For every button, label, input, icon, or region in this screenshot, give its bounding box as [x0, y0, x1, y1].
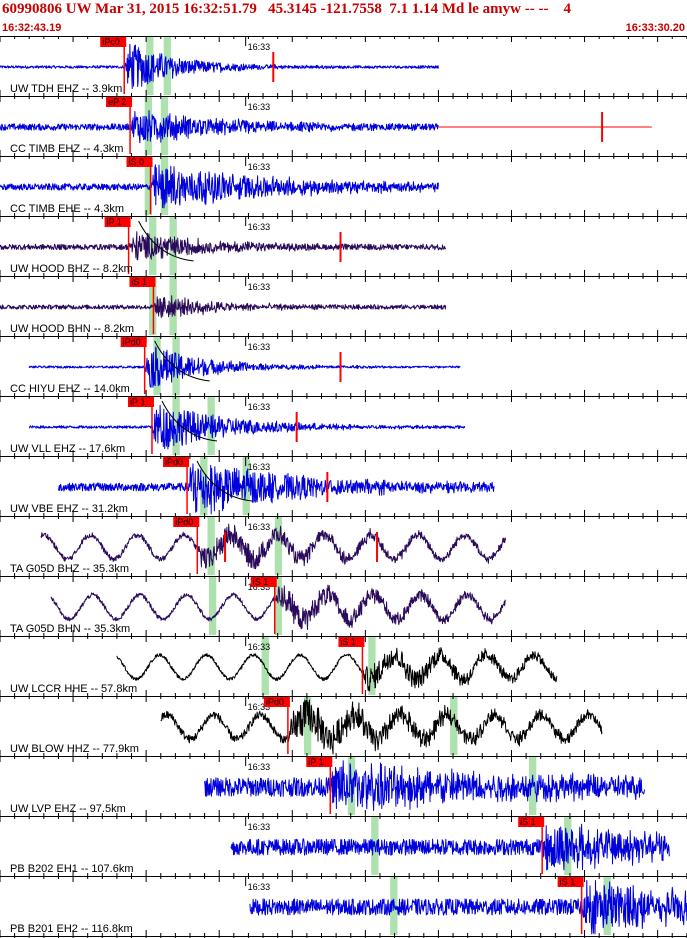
station-label: UW TDH EHZ -- 3.9km [10, 83, 122, 95]
station-label: PB B201 EH2 -- 116.8km [10, 923, 133, 935]
minute-tick-label: 16:33 [248, 402, 271, 412]
pick-window [261, 637, 269, 695]
pick-window [207, 517, 215, 575]
pick-label: iP 1 [130, 397, 145, 407]
coda-curve [196, 460, 253, 502]
minute-tick-label: 16:33 [248, 222, 271, 232]
pick-window [149, 217, 157, 275]
waveform-trace [0, 231, 447, 261]
waveform-trace [0, 164, 439, 209]
pick-window [172, 337, 180, 395]
minute-tick-label: 16:33 [248, 642, 271, 652]
waveform-trace [249, 880, 687, 935]
minute-tick-label: 16:33 [248, 882, 271, 892]
minute-tick-label: 16:33 [248, 282, 271, 292]
minute-tick-label: 16:33 [248, 342, 271, 352]
pick-label: iPd0 [266, 697, 284, 707]
event-title: 60990806 UW Mar 31, 2015 16:32:51.79 45.… [2, 1, 571, 17]
pick-window [146, 37, 154, 95]
waveform-trace [28, 346, 461, 388]
pick-label: iS 0 [129, 157, 145, 167]
waveform-trace [230, 823, 670, 871]
pick-label: iS 1 [131, 277, 147, 287]
coda-curve [154, 340, 210, 382]
waveform-trace [160, 699, 603, 755]
time-ticks [0, 36, 687, 938]
minute-tick-label: 16:33 [248, 102, 271, 112]
waveform-trace [116, 647, 558, 692]
pick-window [274, 517, 283, 575]
station-label: PB B202 EH1 -- 107.6km [10, 863, 134, 875]
minute-tick-label: 16:33 [248, 822, 271, 832]
waveform-trace [204, 760, 645, 811]
pick-window [144, 157, 152, 215]
waveform-trace [50, 584, 506, 630]
pick-flag[interactable] [104, 217, 131, 227]
pick-flag[interactable] [129, 277, 156, 287]
minute-tick-label: 16:33 [248, 162, 271, 172]
minute-tick-label: 16:33 [248, 42, 271, 52]
pick-flag[interactable] [250, 577, 277, 587]
station-label: UW VBE EHZ -- 31.2km [10, 503, 128, 515]
pick-flag[interactable] [306, 757, 333, 767]
pick-flag[interactable] [263, 697, 290, 707]
station-label: TA G05D BHZ -- 35.3km [10, 563, 129, 575]
station-label: TA G05D BHN -- 35.3km [10, 623, 130, 635]
station-label: CC TIMB EHZ -- 4.3km [10, 143, 123, 155]
pick-flag[interactable] [127, 397, 154, 407]
minute-tick-label: 16:33 [248, 762, 271, 772]
minute-tick-label: 16:33 [248, 702, 271, 712]
pick-window [368, 637, 376, 695]
pick-label: iS 1 [560, 877, 576, 887]
pick-flag[interactable] [120, 337, 147, 347]
waveform-trace [0, 43, 439, 89]
pick-window [274, 577, 283, 635]
pick-label: iP 1 [308, 757, 323, 767]
minute-tick-label: 16:33 [248, 462, 271, 472]
pick-label: iPd0 [165, 457, 183, 467]
station-label: UW LCCR HHE -- 57.8km [10, 683, 137, 695]
pick-label: iS 1 [340, 637, 356, 647]
pick-flag[interactable] [126, 157, 153, 167]
pick-label: iPd0 [175, 517, 193, 527]
seismogram-plot: 16:33 iPc0 UW TDH EHZ -- 3.9km 16:33 eP 2 CC … [0, 36, 687, 938]
record-header: 60990806 UW Mar 31, 2015 16:32:51.79 45.… [0, 0, 687, 36]
pick-label: iPc0 [102, 37, 120, 47]
pick-label: eP 2 [108, 97, 126, 107]
station-label: CC TIMB EHE -- 4.3km [10, 203, 124, 215]
station-label: UW BLOW HHZ -- 77.9km [10, 743, 139, 755]
pick-label: iPd0 [123, 337, 141, 347]
pick-window [208, 577, 217, 635]
pick-window [303, 697, 312, 755]
station-label: UW VLL EHZ -- 17.6km [10, 443, 125, 455]
coda-curve [138, 220, 194, 262]
pick-window [450, 697, 458, 755]
pick-flag[interactable] [106, 97, 133, 107]
pick-window [529, 757, 537, 815]
station-label: UW HOOD BHN -- 8.2km [10, 323, 134, 335]
pick-flag[interactable] [338, 637, 365, 647]
station-label: CC HIYU EHZ -- 14.0km [10, 383, 130, 395]
pick-flag[interactable] [557, 877, 584, 887]
waveform-trace [58, 463, 495, 515]
pick-window [160, 157, 169, 215]
end-time-label: 16:33:30.20 [625, 22, 685, 34]
pick-label: iS 1 [520, 817, 536, 827]
minute-tick-label: 16:33 [248, 522, 271, 532]
pick-label: iP 1 [107, 217, 122, 227]
pick-label: iS 1 [253, 577, 269, 587]
waveform-trace [28, 404, 466, 450]
pick-flag[interactable] [173, 517, 200, 527]
pick-window [172, 397, 180, 455]
waveform-trace [40, 523, 507, 570]
station-label: UW HOOD BHZ -- 8.2km [10, 263, 133, 275]
pick-flag[interactable] [100, 37, 127, 47]
start-time-label: 16:32:43.19 [2, 22, 62, 34]
pick-flag[interactable] [163, 457, 190, 467]
waveform-trace [0, 295, 447, 318]
station-label: UW LVP EHZ -- 97.5km [10, 803, 126, 815]
waveform-trace [0, 110, 439, 144]
pick-flag[interactable] [518, 817, 545, 827]
coda-curve [161, 400, 218, 442]
